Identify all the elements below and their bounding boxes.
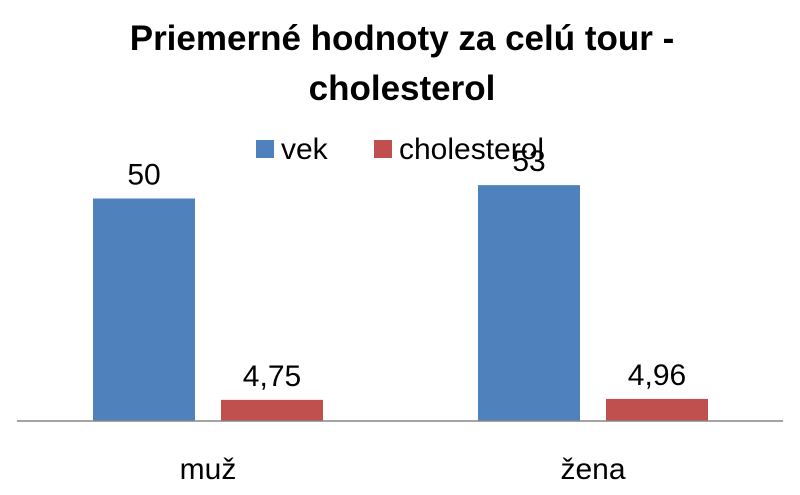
legend-label-cholesterol: cholesterol [399, 133, 544, 166]
chart-title-line-1: Priemerné hodnoty za celú tour - [130, 19, 675, 58]
data-label-cholesterol-muz: 4,75 [243, 360, 301, 393]
category-label-zena: žena [560, 453, 625, 486]
bar-cholesterol-muz [221, 399, 323, 421]
bar-vek-zena [478, 185, 580, 421]
chart-title-line-2: cholesterol [309, 69, 496, 108]
bar-vek-muz [93, 198, 195, 421]
plot-area: 50 4,75 53 4,96 [93, 145, 708, 421]
legend: vek cholesterol [256, 133, 544, 166]
category-label-muz: muž [180, 453, 237, 486]
data-label-cholesterol-zena: 4,96 [628, 359, 686, 392]
bar-cholesterol-zena [606, 398, 708, 421]
data-label-vek-zena: 53 [512, 145, 545, 178]
legend-swatch-cholesterol [374, 140, 392, 158]
data-label-vek-muz: 50 [127, 159, 160, 192]
legend-swatch-vek [256, 140, 274, 158]
legend-label-vek: vek [281, 133, 329, 166]
